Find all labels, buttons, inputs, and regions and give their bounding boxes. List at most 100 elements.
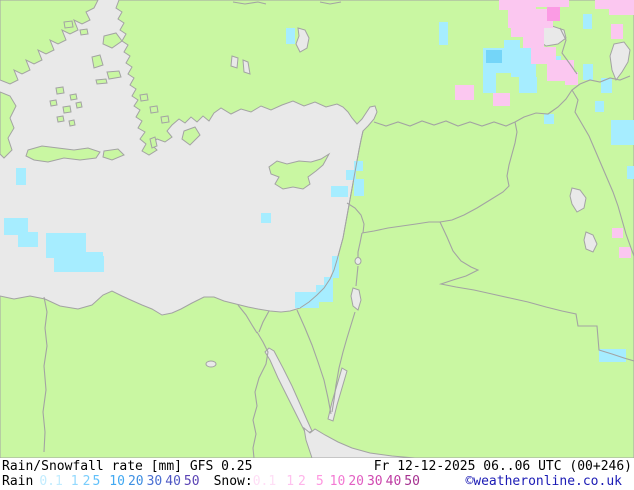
snow-cell-medium	[547, 7, 560, 21]
copyright-link[interactable]: ©weatheronline.co.uk	[465, 474, 622, 489]
rain-cell	[583, 14, 592, 29]
island	[56, 115, 65, 123]
rain-cell	[331, 186, 348, 197]
rain-cell	[627, 166, 634, 179]
inland-waters	[205, 25, 631, 458]
map-canvas	[0, 0, 634, 458]
border-armenia-highlands	[559, 27, 578, 75]
rain-cell	[519, 77, 537, 93]
island-samos	[106, 70, 122, 80]
border-turkey-syria	[373, 120, 516, 127]
snow-cell	[508, 9, 553, 28]
border-jordan-saudi	[438, 221, 634, 362]
valid-time: Fr 12-12-2025 06..06 UTC (00+246)	[373, 459, 632, 474]
lake-tuz	[295, 27, 310, 53]
peloponnese	[0, 91, 17, 159]
scale-value: 5	[92, 474, 101, 489]
snow-scale-label: Snow:	[213, 474, 253, 489]
scale-value: 40	[385, 474, 402, 489]
rain-cell	[261, 213, 271, 223]
island	[160, 115, 170, 124]
island	[69, 93, 78, 101]
scale-value: 10	[329, 474, 346, 489]
snow-cell	[511, 24, 524, 37]
rain-cell	[544, 114, 554, 124]
rain-scale-label: Rain	[2, 474, 34, 489]
island-rhodes	[181, 126, 201, 146]
island-crete	[25, 145, 101, 163]
aegean-islands	[25, 20, 201, 163]
rain-cell	[504, 40, 520, 49]
island-karpathos	[149, 136, 158, 149]
scale-value: 5	[315, 474, 324, 489]
rain-cell	[601, 78, 612, 93]
scale-value: 10	[109, 474, 125, 489]
island-cyprus	[268, 152, 331, 190]
rain-cell	[346, 170, 356, 180]
rain-cell-medium	[486, 50, 502, 63]
island	[63, 20, 74, 29]
rain-cell	[4, 218, 28, 235]
rain-cell	[324, 277, 333, 289]
snow-cell	[612, 228, 623, 238]
border-egypt-israel	[296, 309, 332, 415]
lake-beysehir	[230, 55, 239, 69]
island	[49, 99, 58, 107]
scale-value: 50	[404, 474, 420, 489]
rain-cell	[583, 64, 593, 80]
border-lebanon-syria	[346, 202, 365, 234]
legend-title-row: Rain/Snowfall rate [mm] GFS 0.25 Fr 12-1…	[0, 458, 634, 474]
island	[68, 119, 76, 127]
scale-value: 30	[366, 474, 383, 489]
greece-mainland	[0, 0, 99, 85]
rain-cell	[483, 72, 496, 93]
scale-value: 20	[127, 474, 144, 489]
scale-value: 50	[183, 474, 200, 489]
rain-cell	[316, 285, 333, 302]
rain-cell	[86, 256, 104, 272]
delta-lagoon	[205, 360, 217, 368]
lake-egirdir	[242, 59, 251, 75]
rain-cell	[439, 22, 448, 45]
snow-cell	[611, 24, 623, 39]
scale-value: 30	[146, 474, 163, 489]
lake-urmia	[609, 41, 631, 82]
levant-coast-restroke	[299, 130, 364, 309]
product-title: Rain/Snowfall rate [mm] GFS 0.25	[2, 459, 253, 474]
island	[95, 78, 108, 85]
red-sea	[303, 426, 416, 458]
snow-cell	[493, 93, 510, 106]
rain-cell	[354, 179, 364, 196]
snow-cell	[499, 0, 536, 10]
snow-cell	[455, 85, 474, 100]
snow-cell	[609, 0, 634, 15]
snow-cell	[595, 0, 611, 9]
rain-cell	[18, 232, 38, 247]
lake-tharthar	[583, 231, 598, 253]
dead-sea	[350, 287, 362, 311]
rain-cell	[354, 161, 363, 171]
rain-cell	[332, 256, 339, 278]
black-sea-coast-fragment	[232, 1, 342, 5]
scale-value: 1	[70, 474, 79, 489]
sea-of-galilee	[354, 257, 362, 265]
border-syria-iraq	[439, 121, 518, 223]
island-lesbos	[102, 32, 123, 49]
scale-value: 0.1	[39, 474, 63, 489]
snow-scale: 0.1 1 2 5 10 20 30 40 50	[253, 474, 420, 489]
island	[79, 28, 89, 36]
weather-map-svg	[0, 0, 634, 458]
rain-cell	[16, 168, 26, 185]
nile-river	[237, 304, 270, 458]
snow-cell	[619, 247, 631, 258]
island-chios	[91, 54, 104, 69]
snow-cell	[531, 47, 556, 64]
border-israel-jordan	[331, 232, 363, 413]
rain-scale: 0.1 1 2 5 10 20 30 40 50	[33, 474, 199, 489]
scale-value: 40	[165, 474, 181, 489]
island-crete-east	[102, 148, 125, 161]
rain-cell	[286, 28, 295, 44]
mainland-landmass	[0, 0, 634, 458]
scale-value: 0.1	[252, 474, 277, 489]
island	[149, 105, 159, 114]
